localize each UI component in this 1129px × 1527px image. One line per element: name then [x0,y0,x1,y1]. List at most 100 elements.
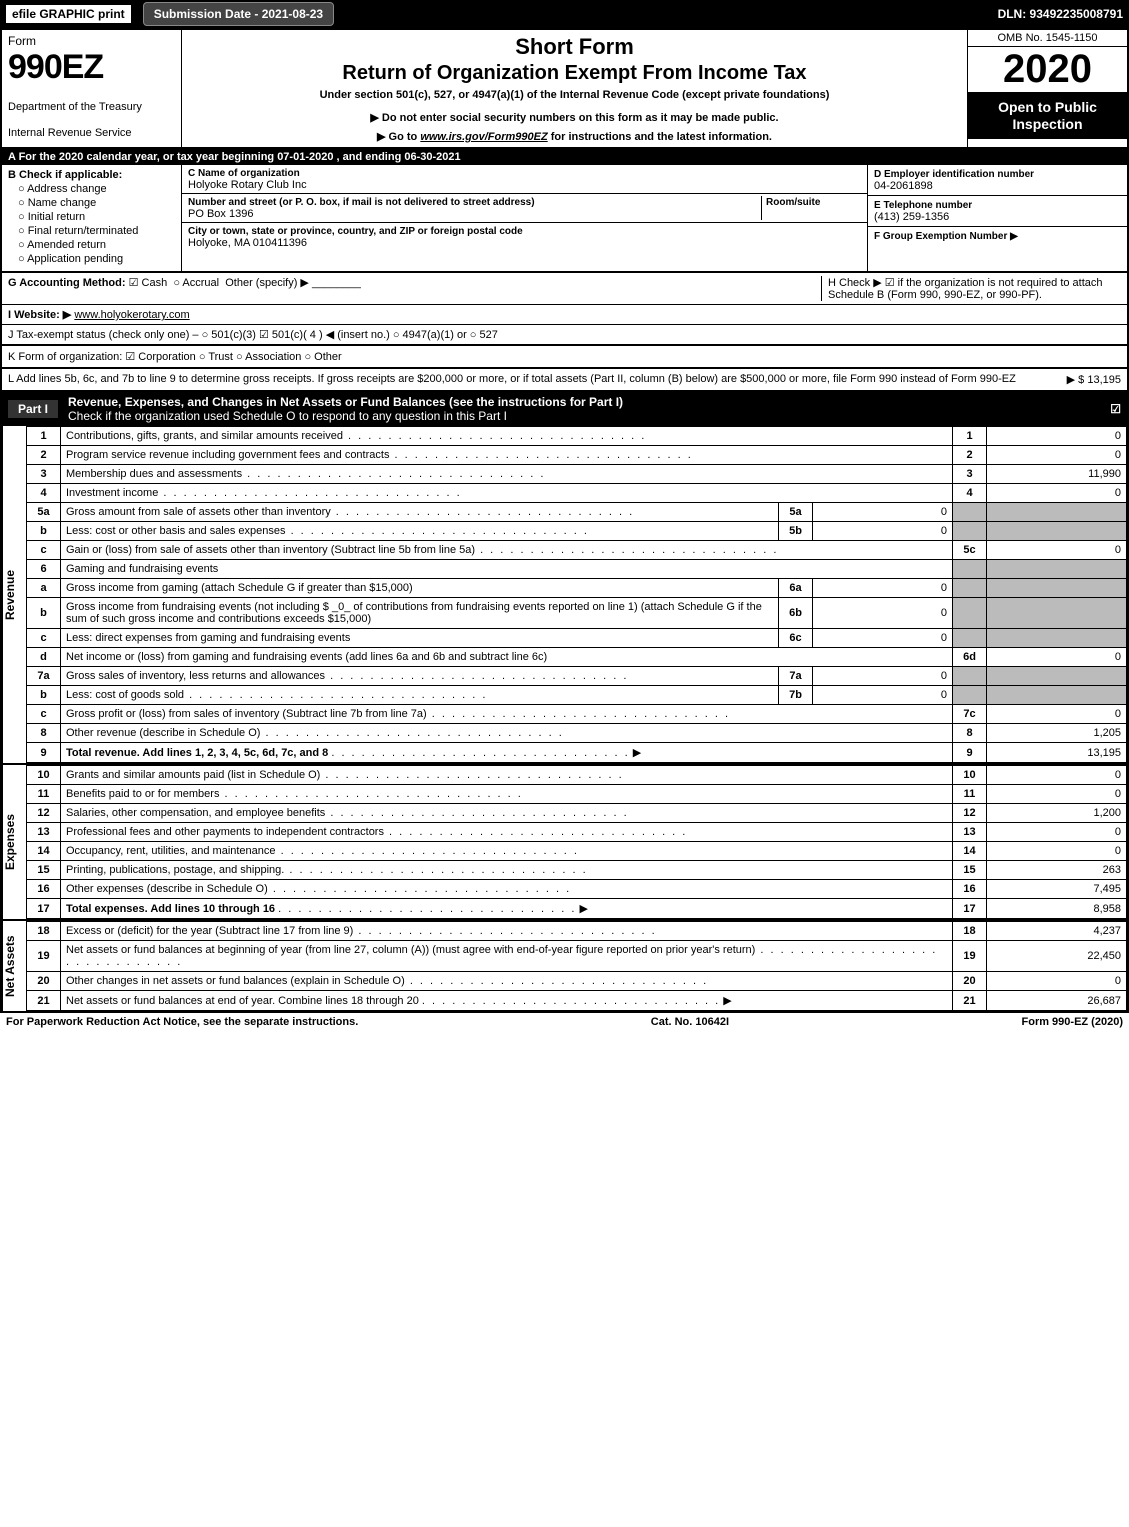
line-1: 1Contributions, gifts, grants, and simil… [27,427,1127,446]
dept-treasury: Department of the Treasury [8,101,175,113]
org-name-label: C Name of organization [188,168,300,179]
goto-link[interactable]: www.irs.gov/Form990EZ [420,131,547,143]
website-value[interactable]: www.holyokerotary.com [74,309,189,321]
part-1-header: Part I Revenue, Expenses, and Changes in… [0,392,1129,426]
line-21: 21Net assets or fund balances at end of … [27,991,1127,1011]
line-7a: 7aGross sales of inventory, less returns… [27,667,1127,686]
line-14: 14Occupancy, rent, utilities, and mainte… [27,842,1127,861]
line-16: 16Other expenses (describe in Schedule O… [27,880,1127,899]
section-b-label: B Check if applicable: [8,169,175,181]
form-id-box: Form 990EZ Department of the Treasury In… [2,30,182,147]
street-label: Number and street (or P. O. box, if mail… [188,197,535,208]
section-h: H Check ▶ ☑ if the organization is not r… [821,276,1121,301]
part-1-label: Part I [8,400,58,418]
line-18: 18Excess or (deficit) for the year (Subt… [27,922,1127,941]
goto-post: for instructions and the latest informat… [548,131,772,143]
cb-application-pending[interactable]: Application pending [18,253,175,265]
ssn-warning: ▶ Do not enter social security numbers o… [192,111,957,124]
line-17: 17Total expenses. Add lines 10 through 1… [27,899,1127,919]
revenue-side-label: Revenue [2,426,26,763]
section-k: K Form of organization: ☑ Corporation ○ … [0,346,1129,369]
under-section-text: Under section 501(c), 527, or 4947(a)(1)… [192,89,957,101]
page-footer: For Paperwork Reduction Act Notice, see … [0,1013,1129,1031]
net-assets-section: Net Assets 18Excess or (deficit) for the… [0,921,1129,1013]
title-right-box: OMB No. 1545-1150 2020 Open to Public In… [967,30,1127,147]
form-number: 990EZ [8,48,175,87]
section-gij: G Accounting Method: Cash ○ Accrual Othe… [0,273,1129,346]
cb-amended-return[interactable]: Amended return [18,239,175,251]
group-exemption-label: F Group Exemption Number ▶ [874,231,1018,242]
cb-address-change[interactable]: Address change [18,183,175,195]
g-other[interactable]: Other (specify) ▶ [225,277,309,289]
title-block: Form 990EZ Department of the Treasury In… [0,30,1129,149]
dept-irs: Internal Revenue Service [8,127,175,139]
expenses-table: 10Grants and similar amounts paid (list … [26,765,1127,919]
line-5c: cGain or (loss) from sale of assets othe… [27,541,1127,560]
room-suite-label: Room/suite [766,197,820,208]
line-13: 13Professional fees and other payments t… [27,823,1127,842]
line-3: 3Membership dues and assessments311,990 [27,465,1127,484]
section-def: D Employer identification number 04-2061… [867,165,1127,271]
footer-right: Form 990-EZ (2020) [1022,1016,1123,1028]
section-l: L Add lines 5b, 6c, and 7b to line 9 to … [0,369,1129,392]
part-1-checkbox[interactable]: ☑ [1110,402,1121,416]
phone-cell: E Telephone number (413) 259-1356 [868,196,1127,227]
expenses-side-label: Expenses [2,765,26,919]
form-word: Form [8,34,175,48]
city-cell: City or town, state or province, country… [182,223,867,251]
street-value: PO Box 1396 [188,208,253,220]
cb-final-return[interactable]: Final return/terminated [18,225,175,237]
top-header-bar: efile GRAPHIC print Submission Date - 20… [0,0,1129,30]
line-6a: aGross income from gaming (attach Schedu… [27,579,1127,598]
i-label: I Website: ▶ [8,309,71,321]
phone-value: (413) 259-1356 [874,211,949,223]
revenue-table: 1Contributions, gifts, grants, and simil… [26,426,1127,763]
line-15: 15Printing, publications, postage, and s… [27,861,1127,880]
ein-cell: D Employer identification number 04-2061… [868,165,1127,196]
g-label: G Accounting Method: [8,277,126,289]
ein-value: 04-2061898 [874,180,933,192]
line-9: 9Total revenue. Add lines 1, 2, 3, 4, 5c… [27,743,1127,763]
l-amount: ▶ $ 13,195 [1067,373,1121,386]
phone-label: E Telephone number [874,200,972,211]
g-cash[interactable]: Cash [129,277,168,289]
efile-label: efile GRAPHIC print [6,5,131,23]
short-form-title: Short Form [192,34,957,60]
cb-initial-return[interactable]: Initial return [18,211,175,223]
cb-name-change[interactable]: Name change [18,197,175,209]
street-cell: Number and street (or P. O. box, if mail… [182,194,867,223]
footer-cat-no: Cat. No. 10642I [651,1016,729,1028]
net-assets-table: 18Excess or (deficit) for the year (Subt… [26,921,1127,1011]
open-to-public: Open to Public Inspection [968,93,1127,139]
line-7c: cGross profit or (loss) from sales of in… [27,705,1127,724]
l-text: L Add lines 5b, 6c, and 7b to line 9 to … [8,373,1059,386]
expenses-section: Expenses 10Grants and similar amounts pa… [0,765,1129,921]
line-11: 11Benefits paid to or for members110 [27,785,1127,804]
line-12: 12Salaries, other compensation, and empl… [27,804,1127,823]
submission-date-badge: Submission Date - 2021-08-23 [143,2,334,26]
info-grid: B Check if applicable: Address change Na… [0,165,1129,273]
dln-label: DLN: 93492235008791 [998,7,1123,21]
g-accrual[interactable]: ○ Accrual [173,277,219,289]
city-value: Holyoke, MA 010411396 [188,237,307,249]
line-19: 19Net assets or fund balances at beginni… [27,941,1127,972]
line-4: 4Investment income40 [27,484,1127,503]
line-8: 8Other revenue (describe in Schedule O)8… [27,724,1127,743]
row-g-h: G Accounting Method: Cash ○ Accrual Othe… [2,273,1127,305]
section-b: B Check if applicable: Address change Na… [2,165,182,271]
footer-left: For Paperwork Reduction Act Notice, see … [6,1016,358,1028]
title-center: Short Form Return of Organization Exempt… [182,30,967,147]
section-c: C Name of organization Holyoke Rotary Cl… [182,165,867,271]
line-6b: bGross income from fundraising events (n… [27,598,1127,629]
line-10: 10Grants and similar amounts paid (list … [27,766,1127,785]
net-assets-side-label: Net Assets [2,921,26,1011]
omb-number: OMB No. 1545-1150 [968,30,1127,47]
ein-label: D Employer identification number [874,169,1034,180]
org-name-value: Holyoke Rotary Club Inc [188,179,307,191]
org-name-cell: C Name of organization Holyoke Rotary Cl… [182,165,867,194]
section-g: G Accounting Method: Cash ○ Accrual Othe… [8,276,361,301]
goto-line: ▶ Go to www.irs.gov/Form990EZ for instru… [192,130,957,143]
section-j: J Tax-exempt status (check only one) – ○… [2,325,1127,344]
revenue-section: Revenue 1Contributions, gifts, grants, a… [0,426,1129,765]
line-6d: dNet income or (loss) from gaming and fu… [27,648,1127,667]
